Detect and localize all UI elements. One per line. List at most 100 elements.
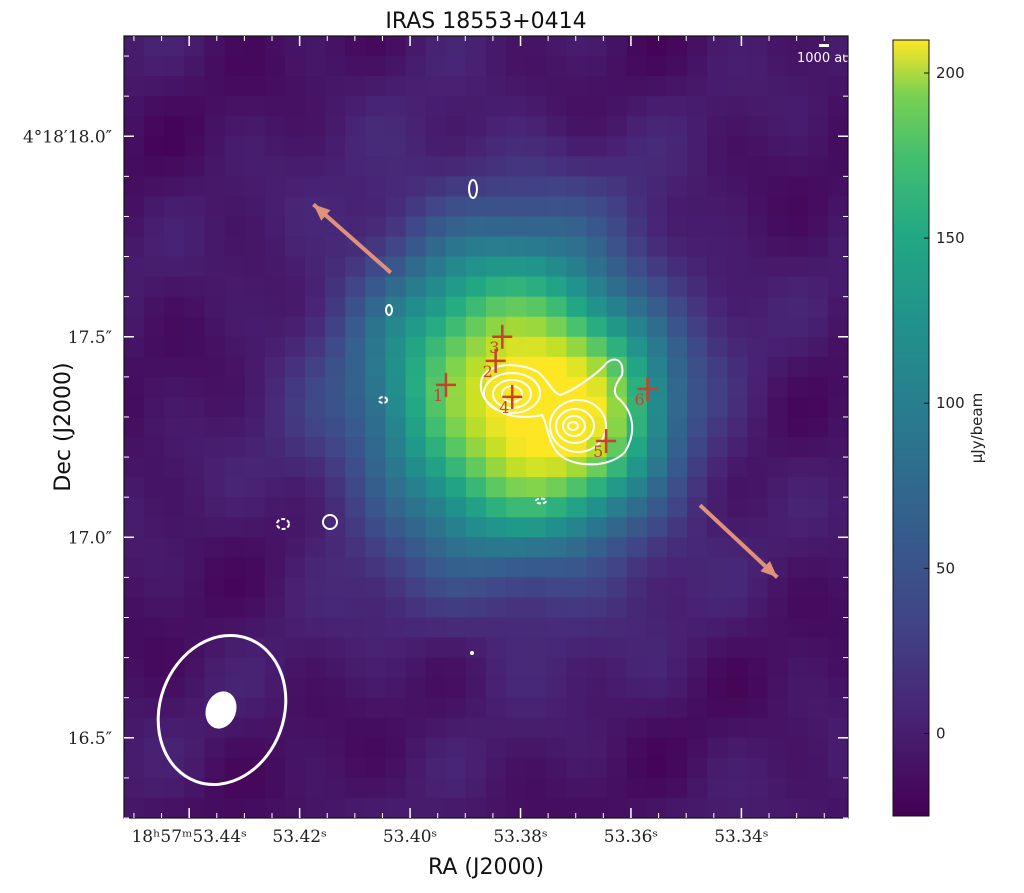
heatmap-pixel	[284, 477, 306, 498]
heatmap-pixel	[365, 577, 387, 599]
heatmap-pixel	[767, 56, 789, 77]
heatmap-pixel	[727, 196, 749, 218]
heatmap-pixel	[244, 276, 266, 298]
heatmap-pixel	[606, 497, 628, 518]
heatmap-pixel	[164, 497, 185, 518]
heatmap-pixel	[224, 497, 246, 518]
heatmap-pixel	[124, 797, 145, 818]
heatmap-pixel	[244, 797, 266, 818]
heatmap-pixel	[606, 577, 628, 599]
heatmap-pixel	[546, 677, 568, 699]
heatmap-pixel	[767, 96, 789, 117]
heatmap-pixel	[646, 316, 668, 338]
heatmap-pixel	[687, 617, 708, 639]
heatmap-pixel	[526, 757, 547, 779]
heatmap-pixel	[345, 256, 366, 278]
heatmap-pixel	[646, 557, 668, 578]
heatmap-pixel	[807, 276, 829, 298]
heatmap-pixel	[566, 677, 588, 699]
heatmap-pixel	[244, 116, 266, 137]
heatmap-pixel	[164, 356, 185, 378]
heatmap-pixel	[345, 657, 366, 679]
heatmap-pixel	[486, 76, 507, 97]
heatmap-pixel	[305, 777, 326, 799]
heatmap-pixel	[566, 76, 588, 97]
heatmap-pixel	[405, 537, 427, 558]
heatmap-pixel	[284, 56, 306, 77]
heatmap-pixel	[224, 797, 246, 818]
heatmap-pixel	[687, 76, 708, 97]
heatmap-pixel	[345, 196, 366, 218]
heatmap-pixel	[506, 437, 527, 458]
heatmap-pixel	[284, 176, 306, 198]
heatmap-pixel	[244, 316, 266, 338]
heatmap-pixel	[526, 156, 547, 177]
heatmap-pixel	[827, 36, 848, 57]
plot-frame	[123, 35, 849, 819]
heatmap-pixel	[124, 216, 145, 238]
heatmap-pixel	[586, 376, 608, 398]
heatmap-pixel	[667, 697, 688, 719]
heatmap-pixel	[425, 76, 447, 97]
heatmap-pixel	[667, 657, 688, 679]
heatmap-pixel	[506, 296, 527, 318]
heatmap-pixel	[405, 557, 427, 578]
heatmap-pixel	[345, 457, 366, 478]
x-axis-label: RA (J2000)	[428, 855, 544, 880]
heatmap-pixel	[727, 336, 749, 358]
heatmap-pixel	[204, 296, 226, 318]
heatmap-pixel	[606, 36, 628, 57]
heatmap-pixel	[224, 156, 246, 177]
heatmap-pixel	[144, 457, 165, 478]
heatmap-pixel	[526, 617, 547, 639]
heatmap-pixel	[184, 797, 206, 818]
heatmap-pixel	[164, 176, 185, 198]
heatmap-pixel	[365, 156, 387, 177]
heatmap-pixel	[767, 477, 789, 498]
heatmap-pixel	[646, 256, 668, 278]
heatmap-pixel	[144, 637, 165, 659]
heatmap-pixel	[727, 457, 749, 478]
heatmap-pixel	[667, 36, 688, 57]
heatmap-pixel	[727, 156, 749, 177]
heatmap-pixel	[164, 156, 185, 177]
heatmap-pixel	[807, 196, 829, 218]
heatmap-pixel	[224, 537, 246, 558]
heatmap-pixel	[787, 757, 809, 779]
heatmap-pixel	[345, 236, 366, 258]
heatmap-pixel	[164, 256, 185, 278]
heatmap-pixel	[385, 336, 407, 358]
heatmap-pixel	[526, 356, 547, 378]
heatmap-pixel	[667, 717, 688, 739]
heatmap-pixel	[566, 176, 588, 198]
heatmap-pixel	[486, 777, 507, 799]
heatmap-pixel	[687, 797, 708, 818]
heatmap-pixel	[345, 396, 366, 418]
heatmap-pixel	[667, 757, 688, 779]
heatmap-pixel	[184, 477, 206, 498]
heatmap-pixel	[827, 156, 848, 177]
heatmap-pixel	[506, 457, 527, 478]
heatmap-pixel	[807, 577, 829, 599]
heatmap-pixel	[787, 376, 809, 398]
heatmap-pixel	[184, 757, 206, 779]
heatmap-pixel	[425, 477, 447, 498]
heatmap-pixel	[365, 336, 387, 358]
heatmap-pixel	[264, 276, 286, 298]
heatmap-pixel	[827, 276, 848, 298]
heatmap-pixel	[445, 136, 467, 157]
heatmap-pixel	[667, 236, 688, 258]
heatmap-pixel	[345, 116, 366, 137]
heatmap-pixel	[425, 316, 447, 338]
heatmap-pixel	[305, 416, 326, 438]
heatmap-pixel	[204, 36, 226, 57]
heatmap-pixel	[465, 757, 487, 779]
heatmap-pixel	[667, 176, 688, 198]
heatmap-pixel	[606, 276, 628, 298]
heatmap-pixel	[204, 797, 226, 818]
heatmap-pixel	[767, 276, 789, 298]
heatmap-pixel	[445, 697, 467, 719]
heatmap-pixel	[687, 637, 708, 659]
heatmap-pixel	[284, 737, 306, 759]
heatmap-pixel	[204, 116, 226, 137]
